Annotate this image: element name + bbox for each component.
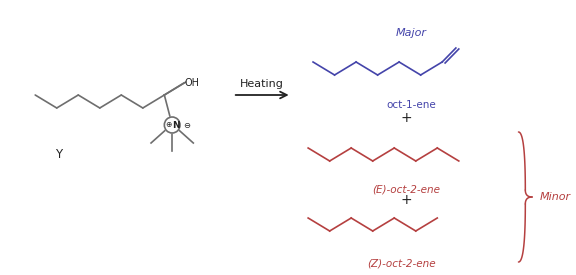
Text: Y: Y xyxy=(55,148,62,161)
Text: (Z)-oct-2-ene: (Z)-oct-2-ene xyxy=(367,258,435,268)
Text: N: N xyxy=(172,120,180,130)
Text: (E)-oct-2-ene: (E)-oct-2-ene xyxy=(372,185,440,195)
Text: OH: OH xyxy=(185,78,200,88)
Circle shape xyxy=(164,117,180,133)
Text: oct-1-ene: oct-1-ene xyxy=(386,100,435,110)
Text: Minor: Minor xyxy=(540,192,571,202)
Text: Heating: Heating xyxy=(240,79,284,89)
Text: +: + xyxy=(400,193,412,207)
Text: ⊕: ⊕ xyxy=(165,120,171,129)
Text: +: + xyxy=(400,111,412,125)
Text: Major: Major xyxy=(395,28,426,38)
Text: ⊖: ⊖ xyxy=(183,120,190,130)
